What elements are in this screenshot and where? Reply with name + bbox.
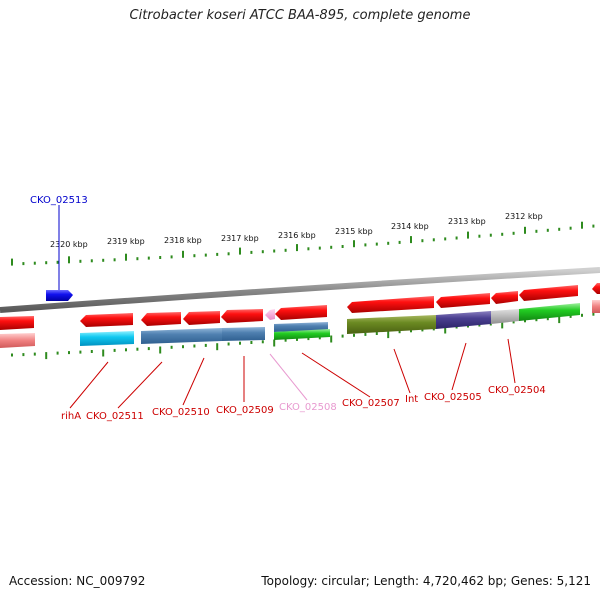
gene-label-rihA: rihA (61, 411, 81, 422)
gene-edge-right[interactable] (592, 283, 600, 294)
map-title: Citrobacter koseri ATCC BAA-895, complet… (129, 8, 471, 23)
gene-label-cko-02508: CKO_02508 (279, 402, 337, 413)
outer-tick-ring (11, 221, 595, 266)
cog-cko-02505 (436, 311, 491, 329)
gene-cko-02505[interactable] (436, 293, 490, 308)
gene-cko-02507[interactable] (275, 305, 327, 320)
leader-cko-02511 (117, 361, 163, 409)
genome-backbone (0, 267, 600, 313)
kbp-label-2312: 2312 kbp (505, 212, 543, 221)
gene-cko-02504[interactable] (519, 285, 578, 301)
cog-cko-02504-a (491, 309, 519, 324)
gene-cko-02504-a[interactable] (491, 291, 518, 304)
leader-cko-02510 (182, 357, 205, 406)
gene-label-cko-02504: CKO_02504 (488, 385, 546, 396)
gene-cko-02510[interactable] (141, 312, 181, 326)
leader-cko-02504 (507, 338, 516, 384)
gene-label-cko-02505: CKO_02505 (424, 392, 482, 403)
cog-rihA-left (0, 333, 35, 348)
kbp-label-2314: 2314 kbp (391, 222, 429, 231)
gene-label-int: Int (405, 394, 418, 405)
gene-label-cko-02513: CKO_02513 (30, 195, 88, 206)
gene-int[interactable] (347, 296, 434, 313)
gene-cko-02509-b[interactable] (221, 309, 263, 323)
cog-cko-02510 (141, 328, 222, 344)
topology-text: Topology: circular; Length: 4,720,462 bp… (261, 574, 591, 588)
kbp-label-2313: 2313 kbp (448, 217, 486, 226)
accession-text: Accession: NC_009792 (9, 574, 146, 588)
leader-cko-02505 (451, 342, 467, 391)
leader-cko-02508 (269, 353, 308, 401)
kbp-label-2316: 2316 kbp (278, 231, 316, 240)
kbp-label-2320: 2320 kbp (50, 240, 88, 249)
gene-rihA-left[interactable] (0, 316, 34, 330)
cog-edge-right (592, 300, 600, 313)
cog-cko-02507-a (274, 322, 328, 332)
cog-int (347, 315, 436, 334)
gene-cko-02509[interactable] (183, 311, 220, 325)
kbp-label-2315: 2315 kbp (335, 227, 373, 236)
leader-cko-02507 (301, 352, 371, 398)
gene-label-cko-02507: CKO_02507 (342, 398, 400, 409)
cog-cko-02507-b (274, 329, 330, 340)
cog-cko-02509 (222, 327, 265, 341)
cog-cko-02504 (519, 303, 580, 321)
gene-label-cko-02509: CKO_02509 (216, 405, 274, 416)
leader-int (393, 348, 411, 394)
gene-label-cko-02510: CKO_02510 (152, 407, 210, 418)
gene-cko-02513[interactable] (46, 290, 73, 301)
gene-label-cko-02511: CKO_02511 (86, 411, 144, 422)
cog-cko-02511 (80, 331, 134, 346)
kbp-label-2317: 2317 kbp (221, 234, 259, 243)
kbp-label-2319: 2319 kbp (107, 237, 145, 246)
leader-rihA (69, 361, 109, 409)
gene-cko-02511[interactable] (80, 313, 133, 327)
kbp-label-2318: 2318 kbp (164, 236, 202, 245)
gene-cko-02508[interactable] (265, 309, 275, 320)
